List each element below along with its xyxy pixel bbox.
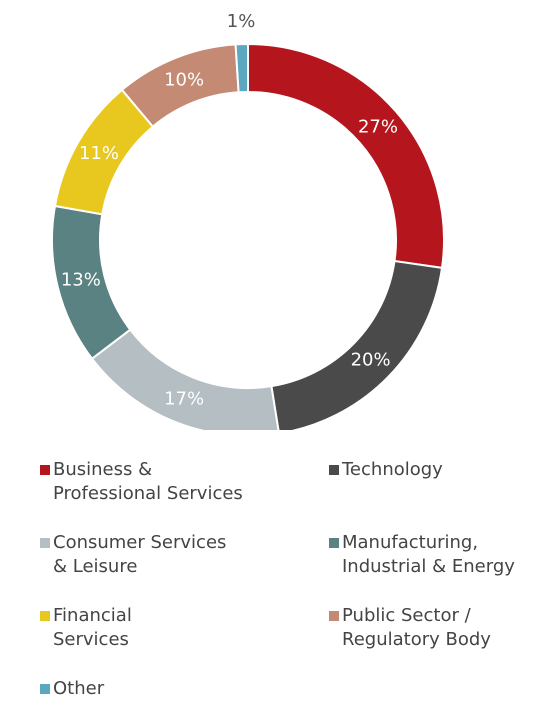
chart: 27% 20% 17% 13% 11% 10% 1%	[51, 11, 445, 430]
legend-label: Other	[53, 678, 105, 699]
legend-label: Public Sector / Regulatory Body	[342, 605, 491, 650]
data-label: 27%	[358, 116, 398, 137]
legend-label: Financial Services	[53, 605, 132, 650]
data-label: 13%	[61, 270, 101, 291]
legend-label: Consumer Services & Leisure	[53, 532, 227, 577]
data-label: 11%	[79, 143, 119, 164]
legend-swatch	[329, 465, 339, 475]
legend-label: Manufacturing, Industrial & Energy	[342, 532, 515, 577]
legend-swatch	[40, 684, 50, 694]
donut-slice	[90, 328, 280, 430]
data-label: 1%	[227, 11, 256, 32]
data-label: 17%	[164, 389, 204, 410]
legend-label: Technology	[342, 459, 443, 480]
legend-swatch	[40, 465, 50, 475]
legend-swatch	[329, 538, 339, 548]
legend-swatch	[40, 538, 50, 548]
data-label: 20%	[351, 350, 391, 371]
data-label: 10%	[164, 69, 204, 90]
donut-slice	[247, 42, 445, 270]
donut-slice	[270, 259, 444, 430]
legend-label: Business & Professional Services	[53, 459, 243, 504]
donut-slice	[234, 42, 249, 94]
legend-swatch	[329, 611, 339, 621]
legend-swatch	[40, 611, 50, 621]
